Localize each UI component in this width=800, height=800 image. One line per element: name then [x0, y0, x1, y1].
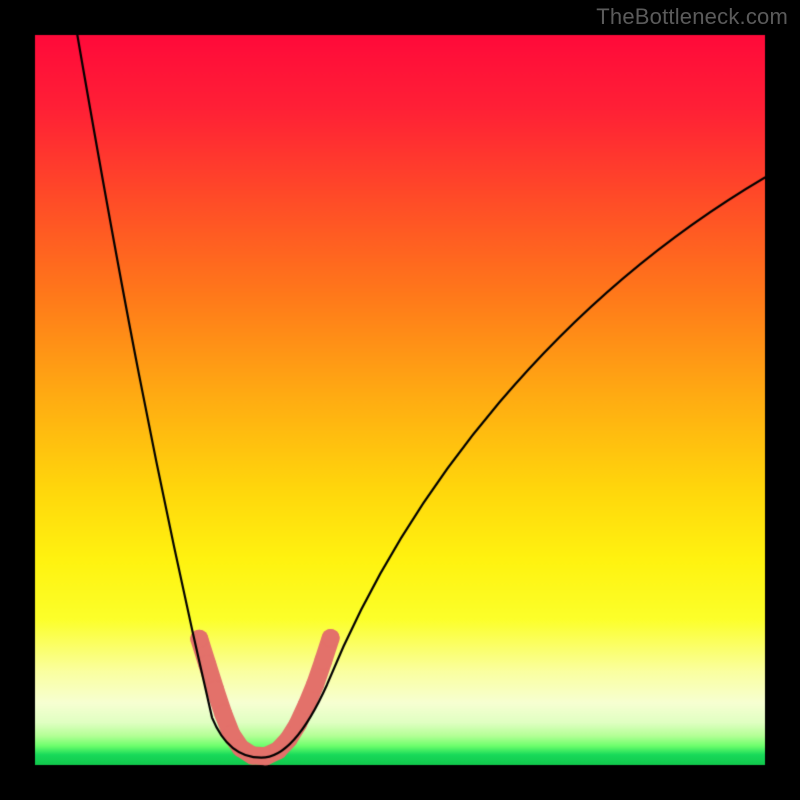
watermark-text: TheBottleneck.com — [596, 4, 788, 30]
bottleneck-chart: TheBottleneck.com — [0, 0, 800, 800]
chart-canvas — [0, 0, 800, 800]
